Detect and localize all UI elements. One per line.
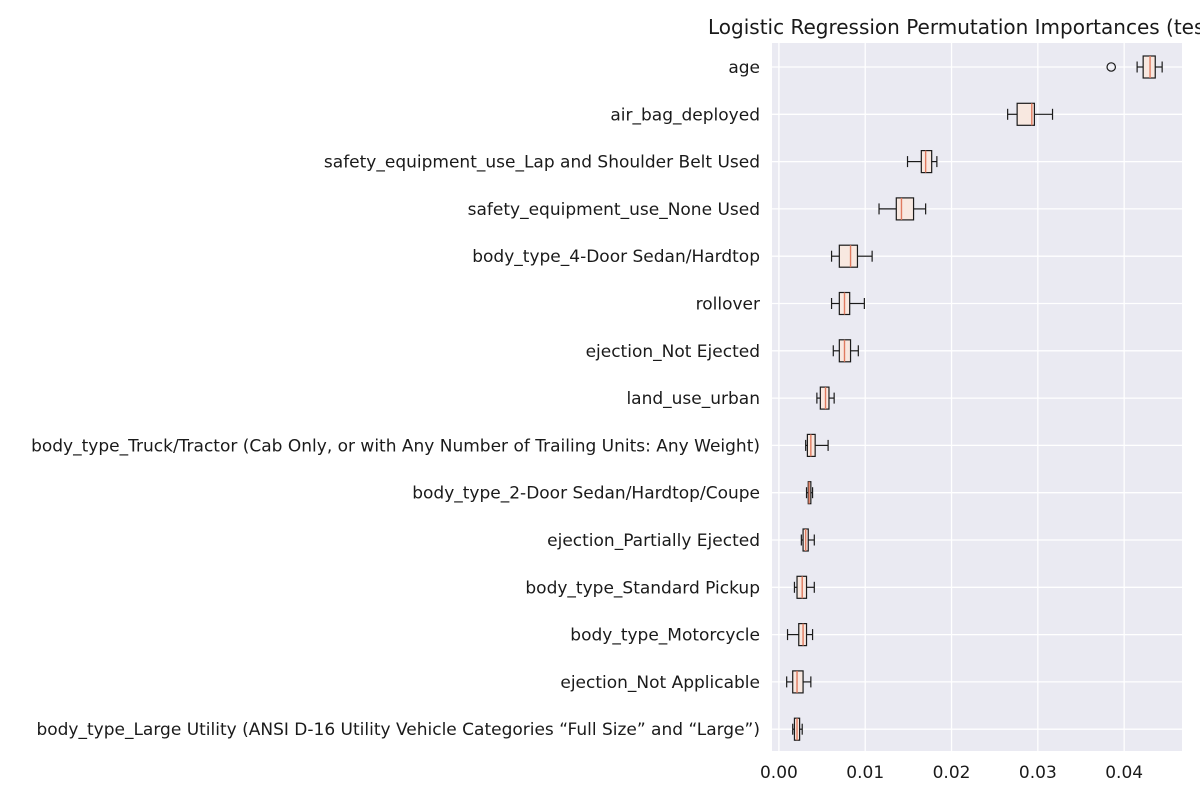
box-2 xyxy=(906,150,938,174)
box-13 xyxy=(786,670,812,694)
feature-label: ejection_Partially Ejected xyxy=(547,531,760,551)
box-3 xyxy=(878,197,927,221)
feature-label: ejection_Not Ejected xyxy=(586,342,760,362)
x-tick-label: 0.03 xyxy=(1019,763,1057,783)
chart-title: Logistic Regression Permutation Importan… xyxy=(708,15,1200,39)
iqr-box xyxy=(895,197,915,221)
feature-label: body_type_2-Door Sedan/Hardtop/Coupe xyxy=(412,484,760,504)
feature-label: safety_equipment_use_Lap and Shoulder Be… xyxy=(324,153,760,173)
x-tick-label: 0.04 xyxy=(1105,763,1143,783)
box-6 xyxy=(832,339,859,363)
box-7 xyxy=(816,386,835,410)
box-8 xyxy=(805,433,829,457)
boxes xyxy=(786,55,1163,741)
x-tick-label: 0.01 xyxy=(846,763,884,783)
iqr-box xyxy=(920,150,933,174)
box-9 xyxy=(805,481,814,505)
feature-label: rollover xyxy=(696,295,760,315)
y-tick-labels: age air_bag_deployed safety_equipment_use_… xyxy=(31,58,760,740)
x-tick-labels: 0.00 0.01 0.02 0.03 0.04 xyxy=(760,763,1143,783)
feature-label: body_type_4-Door Sedan/Hardtop xyxy=(472,247,760,267)
feature-label: body_type_Standard Pickup xyxy=(525,578,760,598)
feature-label: body_type_Large Utility (ANSI D-16 Utili… xyxy=(36,720,760,740)
plot-background xyxy=(772,43,1182,751)
feature-label: age xyxy=(728,58,760,78)
feature-label: land_use_urban xyxy=(626,389,760,409)
box-4 xyxy=(830,244,873,268)
feature-label: body_type_Motorcycle xyxy=(570,626,760,646)
x-tick-label: 0.02 xyxy=(933,763,971,783)
box-12 xyxy=(786,622,814,647)
feature-label: safety_equipment_use_None Used xyxy=(468,200,760,220)
iqr-box xyxy=(792,670,804,694)
iqr-box xyxy=(1142,55,1156,79)
feature-label: ejection_Not Applicable xyxy=(560,673,760,693)
feature-label: air_bag_deployed xyxy=(610,105,760,125)
iqr-box xyxy=(838,244,859,268)
box-14 xyxy=(792,717,803,741)
box-1 xyxy=(1007,102,1054,126)
box-11 xyxy=(793,575,815,599)
iqr-box xyxy=(1016,102,1035,126)
iqr-box xyxy=(819,386,830,410)
x-tick-label: 0.00 xyxy=(760,763,798,783)
feature-label: body_type_Truck/Tractor (Cab Only, or wi… xyxy=(31,436,760,456)
box-10 xyxy=(800,528,815,552)
box-0 xyxy=(1106,55,1163,79)
outlier-point xyxy=(1106,62,1117,72)
box-5 xyxy=(830,291,865,316)
